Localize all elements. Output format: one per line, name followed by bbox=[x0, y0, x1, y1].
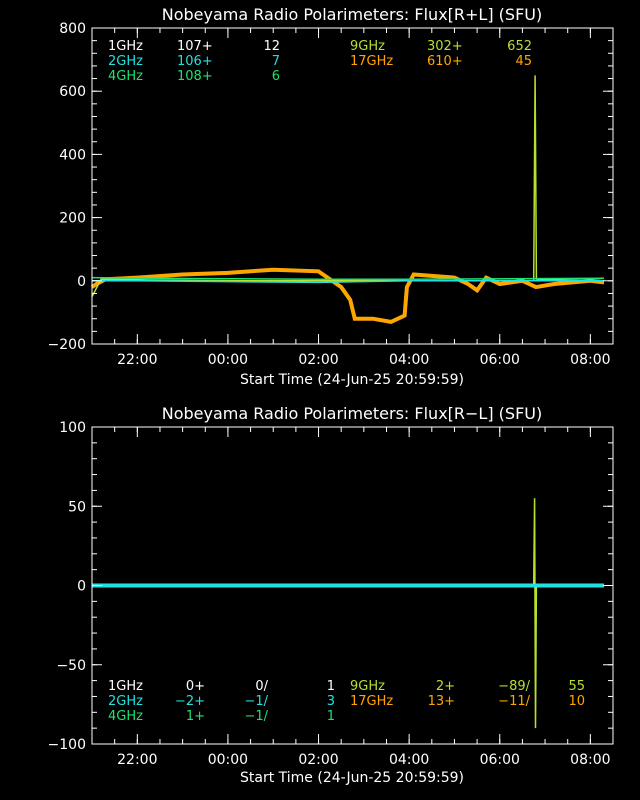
legend-label: 9GHz bbox=[350, 679, 385, 694]
legend-label: 17GHz bbox=[350, 54, 393, 69]
y-tick-label: 0 bbox=[77, 274, 86, 290]
bottom-x-axis: 22:00 00:00 02:00 04:00 06:00 08:00 bbox=[91, 427, 611, 768]
legend-value-b: 45 bbox=[515, 54, 532, 69]
series-line-2GHz bbox=[92, 280, 604, 284]
top-plot-frame bbox=[91, 27, 614, 345]
x-tick-label: 00:00 bbox=[208, 752, 248, 768]
top-series bbox=[90, 75, 605, 324]
x-tick-label: 00:00 bbox=[208, 352, 248, 368]
x-tick-label: 22:00 bbox=[117, 352, 157, 368]
x-tick-label: 06:00 bbox=[480, 352, 520, 368]
legend-value-b: −1/ bbox=[244, 694, 268, 709]
y-tick-label: 0 bbox=[77, 579, 86, 595]
top-x-axis: 22:00 00:00 02:00 04:00 06:00 08:00 bbox=[91, 28, 611, 368]
legend-value-a: 1+ bbox=[186, 709, 205, 724]
bottom-y-axis: 100 50 0 −50 −100 bbox=[48, 420, 613, 753]
panel-bottom: Nobeyama Radio Polarimeters: Flux[R−L] (… bbox=[48, 404, 614, 786]
legend-label: 1GHz bbox=[108, 679, 143, 694]
y-tick-label: 600 bbox=[59, 84, 86, 100]
legend-value-a: 610+ bbox=[427, 54, 463, 69]
x-tick-label: 06:00 bbox=[480, 752, 520, 768]
legend-label: 17GHz bbox=[350, 694, 393, 709]
bottom-series bbox=[92, 498, 604, 729]
legend-label: 9GHz bbox=[350, 39, 385, 54]
legend-value-a: 106+ bbox=[177, 54, 213, 69]
legend-value-c: 10 bbox=[568, 694, 585, 709]
legend-value-b: −1/ bbox=[244, 709, 268, 724]
x-tick-label: 02:00 bbox=[298, 352, 338, 368]
legend-value-a: 107+ bbox=[177, 39, 213, 54]
legend-label: 1GHz bbox=[108, 39, 143, 54]
x-tick-label: 04:00 bbox=[389, 752, 429, 768]
top-y-axis: 800 600 400 200 0 −200 bbox=[48, 21, 613, 353]
legend-value-b: 6 bbox=[272, 69, 280, 84]
legend-label: 2GHz bbox=[108, 54, 143, 69]
y-tick-label: −50 bbox=[56, 658, 86, 674]
legend-value-b: −11/ bbox=[498, 694, 530, 709]
legend-value-a: 13+ bbox=[428, 694, 455, 709]
legend-value-c: 3 bbox=[327, 694, 335, 709]
y-tick-label: 50 bbox=[68, 499, 86, 515]
legend-value-a: 302+ bbox=[427, 39, 463, 54]
x-tick-label: 08:00 bbox=[570, 352, 610, 368]
bottom-legend: 1GHz 0+ 0/1 2GHz −2+ −1/3 4GHz 1+ −1/1 9GHz 2+ −89/… bbox=[108, 679, 585, 724]
y-tick-label: 800 bbox=[59, 21, 86, 37]
x-tick-label: 08:00 bbox=[570, 752, 610, 768]
legend-label: 4GHz bbox=[108, 69, 143, 84]
legend-value-c: 1 bbox=[327, 709, 335, 724]
legend-value-b: 7 bbox=[272, 54, 280, 69]
x-tick-label: 02:00 bbox=[298, 752, 338, 768]
legend-value-a: −2+ bbox=[175, 694, 205, 709]
y-tick-label: −200 bbox=[48, 337, 86, 353]
y-tick-label: −100 bbox=[48, 737, 86, 753]
x-tick-label: 04:00 bbox=[389, 352, 429, 368]
top-legend: 1GHz 107+ 12 2GHz 106+ 7 4GHz 108+ 6 9GHz 302+ 652 1… bbox=[108, 39, 532, 84]
legend-value-a: 2+ bbox=[436, 679, 455, 694]
y-tick-label: 100 bbox=[59, 420, 86, 436]
bottom-xlabel: Start Time (24-Jun-25 20:59:59) bbox=[240, 770, 464, 786]
series-line-17GHz bbox=[90, 267, 605, 324]
top-title: Nobeyama Radio Polarimeters: Flux[R+L] (… bbox=[162, 5, 542, 24]
legend-label: 2GHz bbox=[108, 694, 143, 709]
legend-label: 4GHz bbox=[108, 709, 143, 724]
legend-value-b: 652 bbox=[507, 39, 532, 54]
legend-value-c: 55 bbox=[568, 679, 585, 694]
y-tick-label: 400 bbox=[59, 147, 86, 163]
top-xlabel: Start Time (24-Jun-25 20:59:59) bbox=[240, 372, 464, 388]
legend-value-a: 108+ bbox=[177, 69, 213, 84]
legend-value-b: 12 bbox=[263, 39, 280, 54]
series-line-4GHz bbox=[91, 276, 605, 280]
x-tick-label: 22:00 bbox=[117, 752, 157, 768]
panel-top: Nobeyama Radio Polarimeters: Flux[R+L] (… bbox=[48, 5, 614, 388]
legend-value-a: 0+ bbox=[186, 679, 205, 694]
legend-value-c: 1 bbox=[327, 679, 335, 694]
legend-value-b: 0/ bbox=[255, 679, 268, 694]
legend-value-b: −89/ bbox=[498, 679, 530, 694]
y-tick-label: 200 bbox=[59, 211, 86, 227]
bottom-title: Nobeyama Radio Polarimeters: Flux[R−L] (… bbox=[162, 404, 542, 423]
